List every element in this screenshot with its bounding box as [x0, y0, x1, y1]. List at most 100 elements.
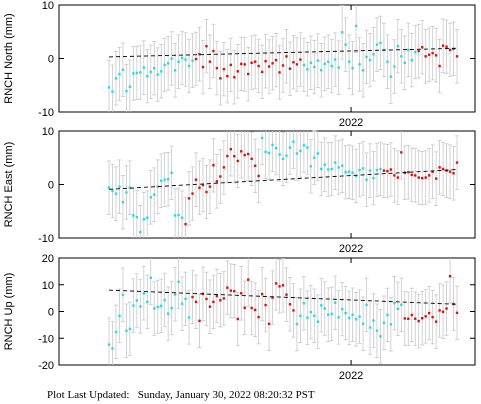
data-point — [379, 41, 382, 45]
y-tick-label: -20 — [38, 360, 54, 372]
data-point — [302, 302, 306, 305]
data-point — [135, 299, 139, 302]
data-point — [163, 298, 166, 302]
data-point — [299, 314, 302, 317]
data-point — [121, 68, 125, 71]
data-point — [393, 302, 396, 305]
data-point — [306, 146, 309, 149]
data-point — [375, 329, 379, 332]
data-point — [438, 166, 441, 169]
data-point — [295, 63, 299, 66]
data-point — [320, 304, 323, 307]
data-point — [438, 309, 441, 312]
data-point — [243, 63, 246, 66]
data-point — [208, 60, 212, 63]
data-point — [316, 152, 319, 155]
data-point — [414, 50, 417, 54]
data-point — [365, 55, 368, 59]
data-point — [240, 292, 243, 295]
data-point — [247, 72, 250, 76]
data-point — [299, 149, 302, 152]
data-point — [340, 164, 344, 167]
data-point — [160, 304, 163, 308]
data-point — [132, 304, 135, 307]
data-point — [313, 65, 316, 69]
data-point — [250, 157, 253, 161]
data-point — [281, 157, 285, 161]
data-point — [344, 43, 347, 46]
data-point — [260, 292, 264, 296]
data-point — [358, 168, 361, 172]
data-point — [149, 276, 152, 279]
data-point — [243, 153, 246, 157]
data-point — [407, 48, 410, 52]
data-point — [389, 75, 393, 78]
data-point — [125, 89, 128, 93]
data-point — [292, 309, 295, 312]
data-point — [163, 63, 166, 67]
data-point — [337, 166, 340, 169]
data-point — [118, 72, 121, 76]
data-point — [243, 306, 246, 309]
data-point — [267, 65, 271, 68]
panel-3: 20 10 0 -10 -20 2022 RNCH Up (mm) — [3, 253, 476, 382]
data-point — [121, 200, 125, 204]
data-point — [274, 58, 278, 62]
footer: Plot Last Updated: Sunday, January 30, 2… — [47, 389, 315, 401]
data-point — [139, 230, 142, 234]
y-axis-label: RNCH Up (mm) — [3, 273, 15, 351]
data-point — [358, 315, 361, 318]
data-point — [180, 56, 184, 60]
series-cyan — [107, 5, 418, 112]
data-point — [445, 307, 448, 310]
data-point — [139, 71, 142, 74]
panel-1: 10 0 -10 2022 RNCH North (mm) — [3, 0, 476, 129]
data-point — [219, 175, 222, 178]
plot-frame — [58, 4, 476, 113]
data-point — [347, 170, 351, 173]
data-point — [222, 166, 226, 169]
data-point — [389, 168, 393, 171]
data-point — [132, 72, 135, 75]
data-point — [320, 69, 323, 72]
data-point — [229, 147, 232, 151]
data-point — [208, 305, 212, 308]
data-point — [208, 185, 212, 188]
x-tick-label: 2022 — [339, 243, 363, 255]
data-point — [396, 44, 400, 48]
y-tick-label: 10 — [42, 126, 54, 138]
data-point — [358, 63, 361, 66]
data-point — [441, 310, 445, 313]
data-point — [177, 60, 180, 63]
data-point — [153, 66, 156, 70]
data-point — [170, 171, 173, 174]
data-point — [166, 177, 170, 181]
data-point — [173, 293, 177, 296]
data-point — [448, 48, 452, 52]
data-point — [114, 330, 118, 334]
data-point — [257, 64, 260, 68]
data-point — [299, 58, 302, 61]
data-point — [166, 62, 170, 65]
data-point — [288, 67, 292, 70]
data-point — [438, 64, 441, 68]
data-point — [309, 310, 313, 314]
data-point — [222, 68, 226, 71]
data-point — [365, 303, 368, 307]
data-point — [139, 305, 142, 308]
data-point — [125, 329, 128, 332]
series-cyan — [107, 130, 383, 238]
data-point — [361, 69, 365, 72]
data-point — [111, 189, 114, 193]
series-red — [194, 18, 459, 106]
data-point — [198, 186, 201, 189]
trend-line — [108, 169, 458, 190]
data-point — [135, 215, 139, 219]
data-point — [194, 300, 198, 304]
data-point — [118, 185, 121, 188]
data-point — [250, 61, 253, 64]
data-point — [274, 146, 278, 150]
data-point — [107, 343, 111, 346]
y-axis-label: RNCH East (mm) — [3, 142, 15, 228]
data-point — [330, 312, 333, 316]
